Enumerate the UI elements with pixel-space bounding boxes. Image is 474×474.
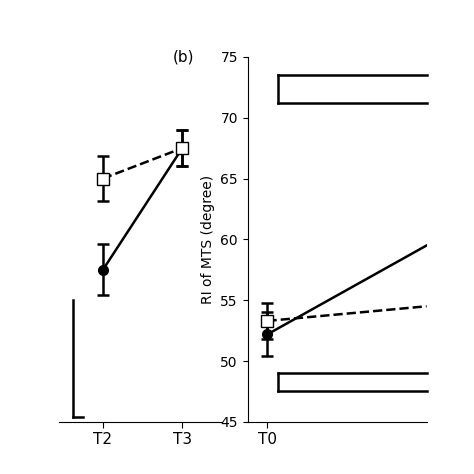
Text: (b): (b) bbox=[173, 50, 194, 64]
Y-axis label: RI of MTS (degree): RI of MTS (degree) bbox=[201, 175, 215, 304]
